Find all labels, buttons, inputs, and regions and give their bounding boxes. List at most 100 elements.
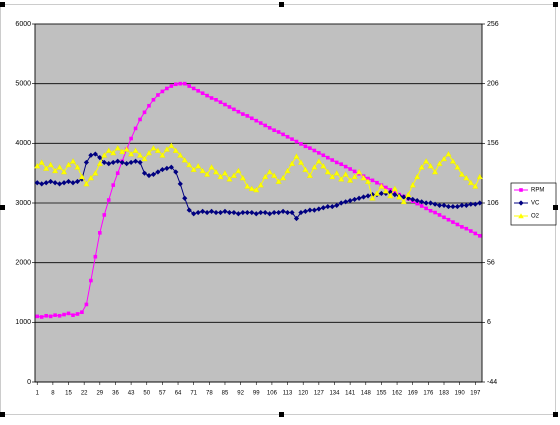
data-point xyxy=(280,208,286,214)
data-point xyxy=(258,121,263,125)
data-point xyxy=(369,195,376,201)
data-point xyxy=(459,202,465,208)
data-point xyxy=(356,168,363,175)
handle xyxy=(0,412,5,417)
data-point xyxy=(48,314,53,319)
data-point xyxy=(78,173,85,180)
data-point xyxy=(325,203,331,210)
data-point xyxy=(106,198,111,202)
data-point xyxy=(43,180,49,186)
data-point xyxy=(414,173,421,180)
data-point xyxy=(92,170,99,176)
data-point xyxy=(138,117,142,122)
y-tick-label: 2000 xyxy=(15,260,31,267)
data-point xyxy=(293,153,300,159)
data-point xyxy=(342,171,349,177)
data-point xyxy=(267,126,272,130)
data-point xyxy=(477,234,482,238)
y2-tick-label: 156 xyxy=(487,140,499,147)
data-point xyxy=(472,201,478,207)
data-point xyxy=(454,164,461,170)
data-point xyxy=(132,147,139,153)
handle xyxy=(0,2,5,7)
x-tick-label: 176 xyxy=(423,391,434,397)
data-point xyxy=(409,181,416,188)
data-point xyxy=(360,174,367,181)
data-point xyxy=(214,97,218,102)
x-tick-label: 78 xyxy=(206,391,213,397)
data-point xyxy=(387,189,393,195)
data-point xyxy=(249,209,255,216)
data-point xyxy=(463,174,470,181)
data-point xyxy=(312,148,317,153)
data-point xyxy=(284,167,291,174)
data-point xyxy=(89,278,93,283)
data-point xyxy=(74,164,81,170)
data-point xyxy=(473,231,478,236)
x-tick-label: 22 xyxy=(81,391,88,397)
data-point xyxy=(177,181,183,187)
data-point xyxy=(356,195,362,201)
data-point xyxy=(124,161,130,167)
data-point xyxy=(57,313,62,318)
data-point xyxy=(414,198,420,204)
data-point xyxy=(290,137,294,141)
x-tick-label: 113 xyxy=(283,391,293,397)
data-point xyxy=(382,187,389,194)
y2-tick-label: 256 xyxy=(487,21,499,28)
data-point xyxy=(272,128,276,133)
data-point xyxy=(254,118,259,123)
data-point xyxy=(87,174,94,181)
data-point xyxy=(150,144,157,151)
data-point xyxy=(298,209,304,216)
data-point xyxy=(96,160,103,166)
data-point xyxy=(334,202,340,208)
data-point xyxy=(253,211,259,217)
data-point xyxy=(208,208,215,214)
y-tick-label: 5000 xyxy=(15,81,31,88)
data-point xyxy=(445,150,452,157)
data-point xyxy=(39,181,45,187)
data-point xyxy=(391,185,398,192)
data-point xyxy=(186,161,193,168)
data-point xyxy=(34,162,41,169)
data-point xyxy=(348,167,352,171)
data-point xyxy=(136,152,144,158)
x-tick-label: 134 xyxy=(329,391,340,397)
data-point xyxy=(432,201,438,207)
data-point xyxy=(400,198,407,205)
data-point xyxy=(427,200,434,206)
data-point xyxy=(316,206,322,212)
x-tick-label: 99 xyxy=(253,391,260,397)
data-point xyxy=(299,142,303,146)
data-point xyxy=(387,192,394,199)
data-point xyxy=(241,112,245,116)
data-point xyxy=(317,151,321,155)
data-point xyxy=(423,158,430,164)
data-point xyxy=(160,89,165,94)
data-point xyxy=(65,161,72,168)
data-point xyxy=(419,199,425,205)
data-point xyxy=(52,180,58,186)
data-point xyxy=(80,310,84,314)
data-point xyxy=(110,159,116,166)
data-point xyxy=(47,161,54,168)
data-point xyxy=(384,185,388,190)
data-point xyxy=(271,209,277,216)
data-point xyxy=(66,311,71,316)
data-point xyxy=(258,209,264,216)
data-point xyxy=(200,91,205,96)
data-point xyxy=(244,209,250,216)
data-point xyxy=(145,149,153,156)
data-point xyxy=(97,155,103,161)
data-point xyxy=(458,171,465,177)
data-point xyxy=(240,209,246,216)
x-tick-label: 127 xyxy=(314,391,325,397)
handle xyxy=(553,412,558,417)
x-tick-label: 106 xyxy=(267,391,278,397)
data-point xyxy=(110,149,117,156)
data-point xyxy=(352,169,357,174)
x-tick-label: 197 xyxy=(470,391,481,397)
data-point xyxy=(196,89,200,93)
data-point xyxy=(151,97,156,102)
